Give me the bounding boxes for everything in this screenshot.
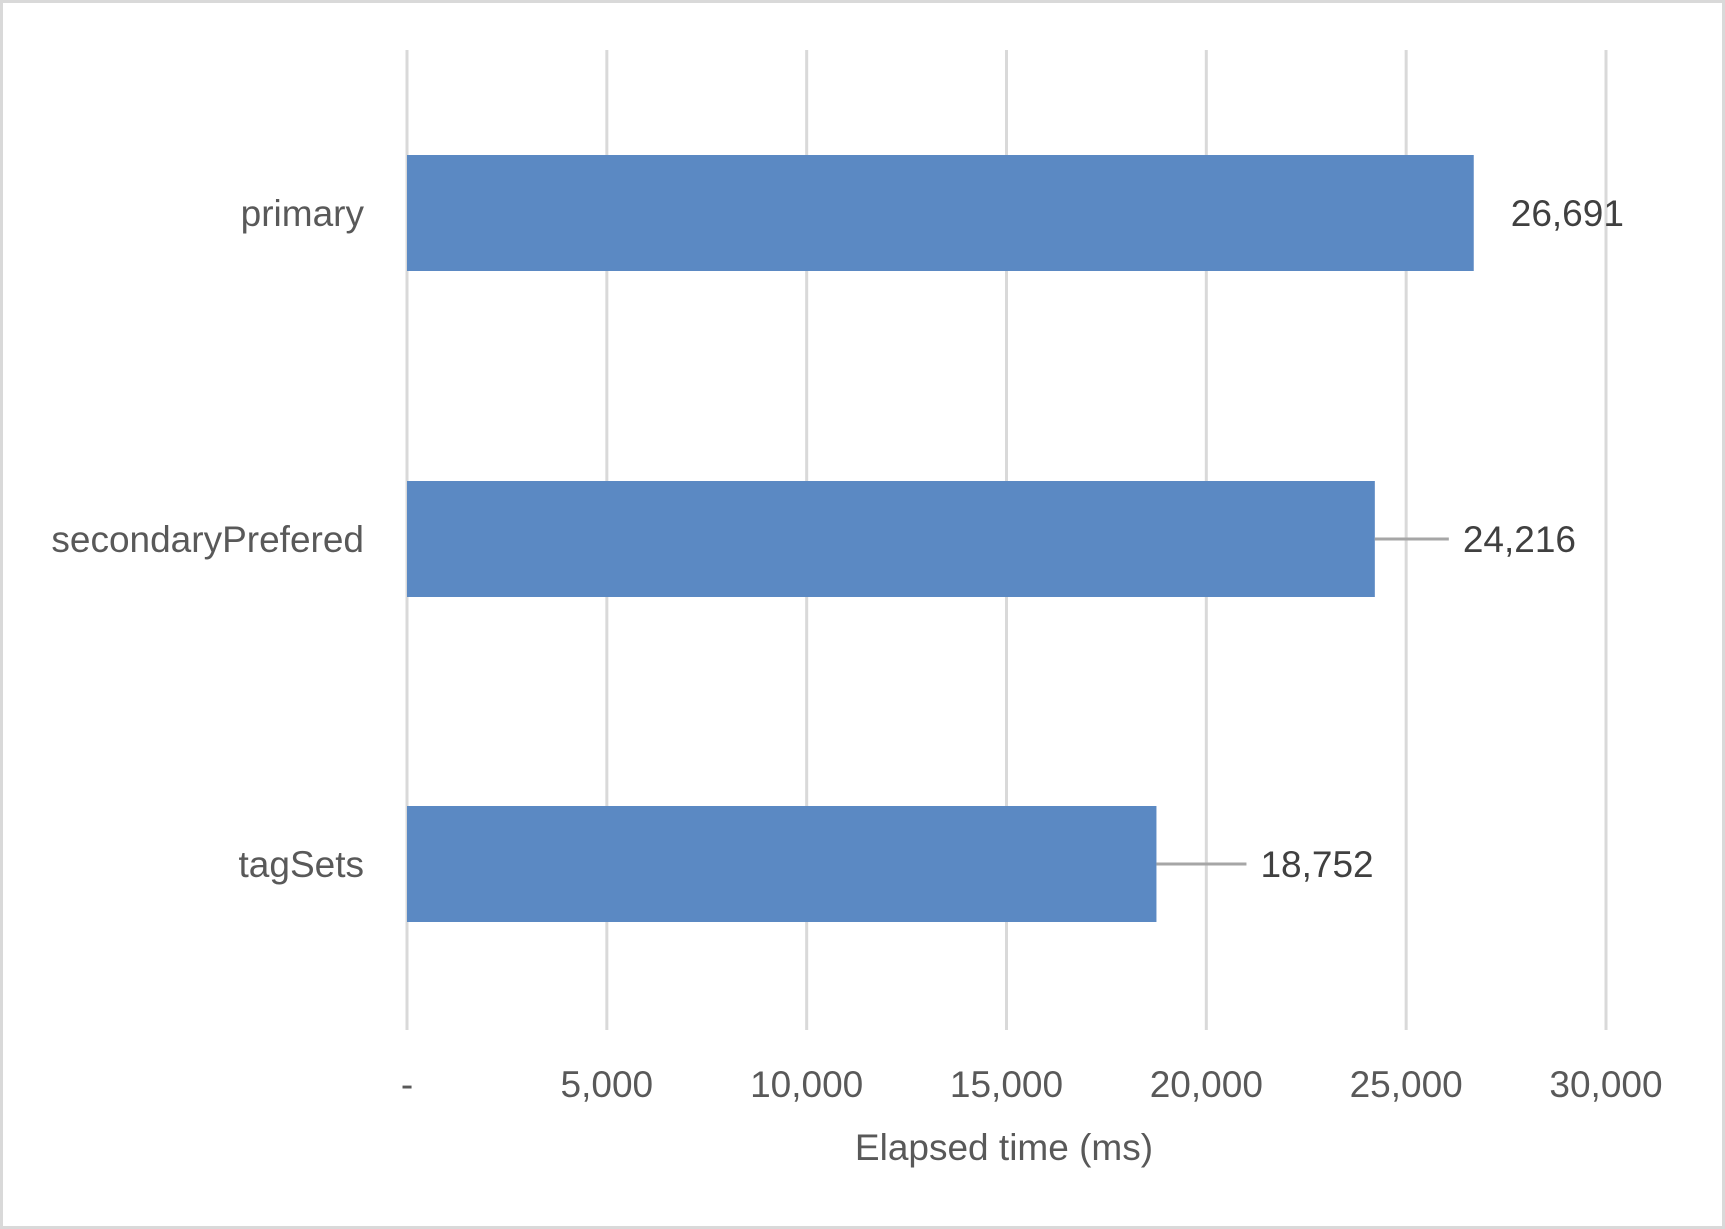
category-labels: primary secondaryPrefered tagSets	[51, 193, 364, 885]
x-tick-label: 10,000	[750, 1064, 863, 1105]
x-tick-label: 25,000	[1350, 1064, 1463, 1105]
data-label: 24,216	[1463, 519, 1576, 560]
leader-lines	[1156, 537, 1449, 866]
x-tick-label: 30,000	[1549, 1064, 1662, 1105]
bar-secondaryPrefered	[407, 481, 1375, 597]
x-tick-label: -	[401, 1064, 413, 1105]
x-tick-label: 5,000	[561, 1064, 654, 1105]
data-labels: 26,691 24,216 18,752	[1260, 193, 1623, 885]
x-tick-label: 15,000	[950, 1064, 1063, 1105]
bars	[407, 155, 1474, 922]
x-axis-title: Elapsed time (ms)	[855, 1127, 1153, 1168]
category-label: secondaryPrefered	[51, 519, 364, 560]
category-label: tagSets	[239, 844, 364, 885]
x-tick-label: 20,000	[1150, 1064, 1263, 1105]
bar-primary	[407, 155, 1474, 271]
bar-tagSets	[407, 806, 1157, 922]
data-label: 18,752	[1260, 844, 1373, 885]
x-tick-labels: - 5,000 10,000 15,000 20,000 25,000 30,000	[401, 1064, 1663, 1105]
category-label: primary	[241, 193, 365, 234]
data-label: 26,691	[1511, 193, 1624, 234]
